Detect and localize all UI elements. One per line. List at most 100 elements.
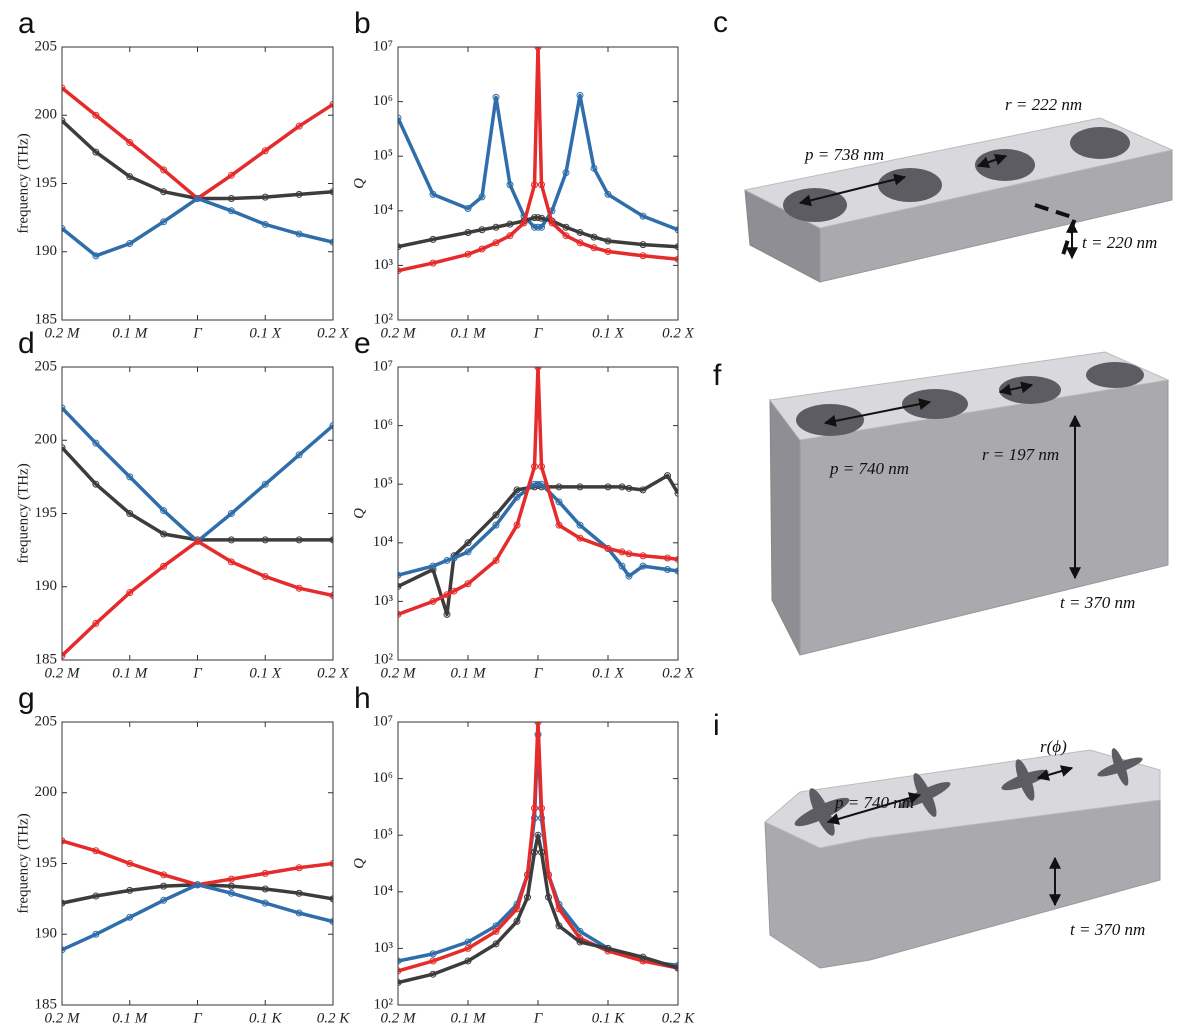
series-line (62, 406, 333, 544)
diagram-label: t = 370 nm (1060, 593, 1135, 612)
panel-label: d (18, 327, 35, 360)
y-tick-label: 205 (35, 713, 58, 729)
x-tick-label: 0.2 K (662, 1010, 696, 1026)
diagram-label: p = 740 nm (829, 459, 909, 478)
y-tick-label: 200 (35, 784, 58, 800)
data-point (126, 886, 134, 894)
data-point (62, 899, 66, 907)
data-point (604, 483, 612, 491)
diagram-c: c p = 738 nm r = 222 nm t = 220 nm (713, 6, 1174, 283)
x-tick-label: Γ (533, 1010, 544, 1026)
data-point (160, 562, 168, 570)
plot-area (62, 404, 333, 660)
data-point (492, 556, 500, 564)
y-tick-label: 185 (35, 651, 58, 667)
series-line (398, 722, 678, 973)
data-point (534, 367, 542, 371)
data-point (538, 804, 545, 812)
y-tick-label: 10⁵ (373, 827, 393, 843)
data-point (478, 193, 486, 201)
y-tick-label: 190 (35, 926, 58, 942)
data-point (534, 223, 542, 231)
data-point (261, 193, 269, 201)
y-tick-label: 200 (35, 107, 58, 123)
data-point (538, 214, 545, 222)
x-tick-label: 0.2 X (317, 665, 350, 681)
data-point (160, 896, 168, 904)
x-tick-label: 0.2 M (381, 1010, 418, 1026)
data-point (625, 572, 633, 580)
diagram-label: r = 222 nm (1005, 95, 1082, 114)
diagram-label: r(ϕ) (1040, 737, 1067, 756)
data-point (576, 91, 584, 99)
y-tick-label: 10² (374, 311, 394, 327)
data-point (625, 550, 633, 558)
data-point (674, 243, 678, 251)
data-point (62, 117, 66, 125)
data-point (531, 223, 538, 231)
data-point (513, 905, 521, 913)
y-tick-label: 205 (35, 358, 58, 374)
data-point (538, 848, 545, 856)
axes-frame (397, 721, 679, 1006)
data-point (62, 225, 66, 233)
x-tick-label: Γ (192, 325, 203, 341)
y-tick-label: 10³ (374, 940, 394, 956)
data-point (545, 893, 552, 901)
data-point (492, 511, 500, 519)
series-line (398, 47, 678, 273)
y-axis-label: Q (351, 508, 367, 519)
data-point (126, 473, 134, 481)
data-point (555, 922, 563, 930)
data-point (562, 169, 570, 177)
data-point (429, 259, 437, 267)
y-tick-label: 195 (35, 505, 58, 521)
x-tick-label: 0.2 M (45, 1010, 82, 1026)
data-point (674, 567, 678, 575)
data-point (534, 214, 542, 222)
data-point (160, 166, 168, 174)
data-point (576, 483, 584, 491)
series-line (62, 196, 333, 258)
data-point (398, 610, 402, 618)
data-point (590, 244, 598, 252)
data-point (295, 190, 303, 198)
data-point (429, 950, 437, 958)
y-tick-label: 10⁷ (373, 713, 393, 729)
data-point (531, 848, 538, 856)
data-point (398, 114, 402, 122)
data-point (520, 219, 528, 227)
data-point (506, 232, 514, 240)
data-point (62, 444, 66, 452)
data-point (261, 899, 269, 907)
data-point (160, 507, 168, 515)
data-point (160, 882, 168, 890)
y-tick-label: 10⁵ (373, 148, 393, 164)
data-point (329, 238, 333, 246)
data-point (194, 881, 201, 889)
data-point (92, 619, 100, 627)
panel-label: c (713, 6, 728, 39)
data-point (538, 480, 545, 488)
data-point (464, 957, 472, 965)
data-point (576, 521, 584, 529)
data-point (295, 864, 303, 872)
data-point (674, 964, 678, 972)
diagram-label: r = 197 nm (982, 445, 1059, 464)
data-point (450, 587, 458, 595)
data-point (492, 940, 500, 948)
data-point (478, 226, 486, 234)
chart: g 185 190 195 200 205 0.2 M 0.1 M Γ 0.1 K 0.2 K fre… (15, 682, 350, 1026)
diagram-f: f p = 740 nm r = 197 nm t = 370 nm (713, 351, 1170, 656)
data-point (590, 164, 598, 172)
data-point (160, 218, 168, 226)
series-line (398, 482, 678, 578)
y-tick-label: 10⁶ (373, 770, 393, 786)
y-axis-label: frequency (THz) (15, 463, 31, 563)
data-point (534, 47, 542, 51)
series-line (62, 882, 333, 952)
data-point (160, 871, 168, 879)
panel-label: a (18, 7, 35, 40)
data-point (506, 220, 514, 228)
data-point (126, 173, 134, 181)
